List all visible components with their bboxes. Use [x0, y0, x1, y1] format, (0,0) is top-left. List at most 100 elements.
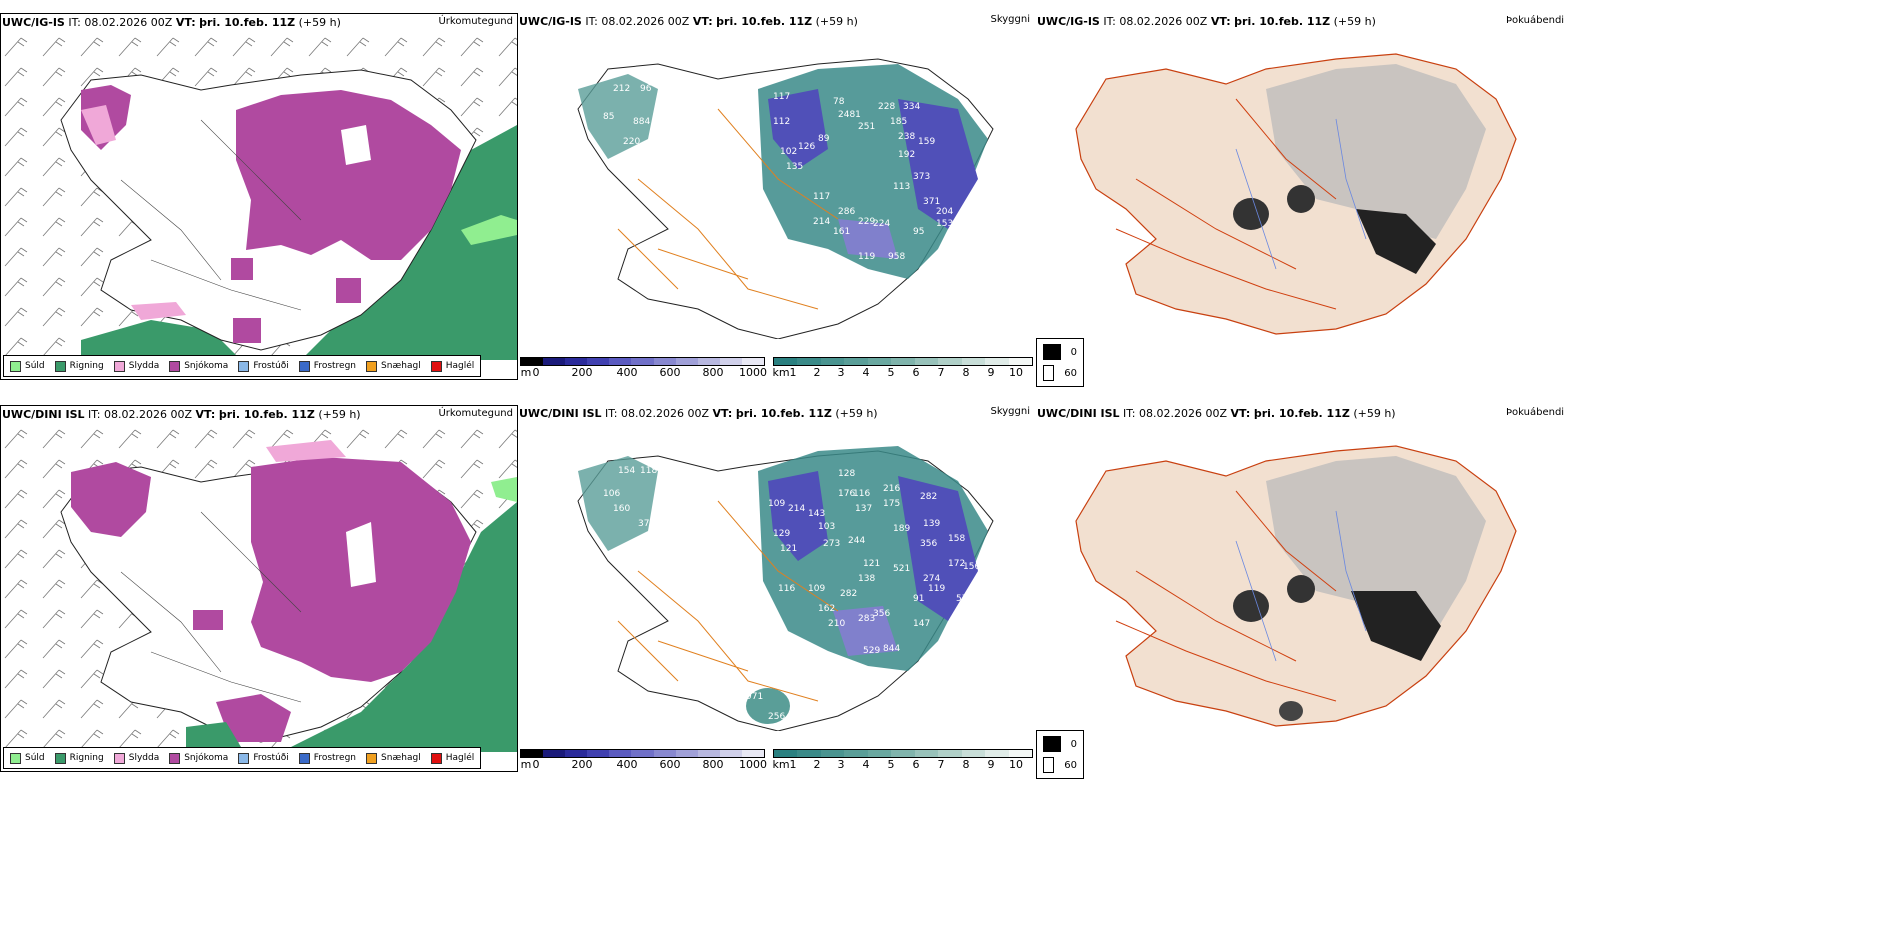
svg-text:373: 373 — [913, 172, 930, 182]
svg-text:65: 65 — [948, 619, 959, 629]
legend-item: Rigning — [54, 360, 104, 372]
svg-text:113: 113 — [893, 182, 910, 192]
svg-text:172: 172 — [948, 559, 965, 569]
fog-area — [1279, 701, 1303, 721]
svg-text:119: 119 — [858, 252, 875, 262]
svg-text:119: 119 — [928, 584, 945, 594]
legend-item: Frostúði — [238, 752, 289, 764]
high-terrain — [1266, 456, 1486, 631]
svg-text:228: 228 — [878, 102, 895, 112]
low-visibility-area — [578, 74, 658, 159]
svg-text:971: 971 — [746, 692, 763, 702]
precip-type-panel-bottom: UWC/DINI ISL IT: 08.02.2026 00Z VT: þri.… — [0, 405, 518, 772]
precip-legend: Súld Rigning Slydda Snjókoma Frostúði Fr… — [3, 747, 482, 769]
sleet-area — [81, 105, 116, 145]
scale-tick: 0 — [532, 366, 540, 379]
scale-tick: 1000 — [739, 758, 767, 771]
svg-text:106: 106 — [603, 489, 620, 499]
fog-area — [1351, 591, 1441, 661]
svg-text:251: 251 — [858, 122, 875, 132]
snow-area — [193, 610, 223, 630]
fog-label: Þokuábendi — [1506, 407, 1565, 418]
low-visibility-area — [578, 456, 658, 551]
svg-text:96: 96 — [640, 84, 652, 94]
svg-text:135: 135 — [786, 162, 803, 172]
legend-item: Súld — [10, 360, 45, 372]
visibility-scale: km 1 2 3 4 5 6 7 8 9 10 — [772, 357, 1033, 379]
snow-area — [233, 318, 261, 343]
svg-text:356: 356 — [873, 609, 890, 619]
visibility-scale: km 1 2 3 4 5 6 7 8 9 10 — [772, 749, 1033, 771]
svg-text:283: 283 — [858, 614, 875, 624]
scale-tick: 800 — [702, 758, 724, 771]
svg-text:138: 138 — [858, 574, 875, 584]
svg-text:958: 958 — [888, 252, 905, 262]
fog-legend-bottom: 0 60 — [1036, 730, 1084, 779]
panel-type-label: Úrkomutegund — [438, 408, 513, 419]
svg-text:220: 220 — [623, 137, 640, 147]
panel-title: UWC/DINI ISL IT: 08.02.2026 00Z VT: þri.… — [2, 408, 361, 421]
fog-map — [1075, 53, 1517, 335]
svg-text:70: 70 — [868, 676, 880, 686]
scale-tick: 1 — [789, 366, 797, 379]
scale-tick: 7 — [937, 366, 945, 379]
legend-item: Slydda — [113, 752, 159, 764]
scale-unit: km — [772, 366, 790, 379]
fog-legend-item: 0 — [1043, 736, 1077, 752]
fog-legend-item: 60 — [1043, 757, 1077, 773]
low-ceiling-area — [898, 99, 978, 229]
low-ceiling-area — [833, 606, 898, 656]
svg-text:117: 117 — [813, 192, 830, 202]
svg-text:116: 116 — [853, 489, 870, 499]
drizzle-area — [491, 477, 517, 502]
svg-text:117: 117 — [773, 92, 790, 102]
scale-tick: 10 — [1009, 366, 1023, 379]
scale-tick: 400 — [616, 366, 638, 379]
svg-text:143: 143 — [808, 509, 825, 519]
svg-text:175: 175 — [883, 499, 900, 509]
scale-tick: 9 — [987, 758, 995, 771]
svg-text:85: 85 — [603, 112, 614, 122]
svg-text:273: 273 — [823, 539, 840, 549]
panel-title: UWC/IG-IS IT: 08.02.2026 00Z VT: þri. 10… — [519, 15, 858, 28]
low-ceiling-area — [898, 476, 978, 621]
svg-text:274: 274 — [923, 574, 940, 584]
visibility-label: Skyggni — [990, 406, 1030, 417]
scale-tick: 7 — [937, 758, 945, 771]
svg-text:91: 91 — [913, 594, 924, 604]
scale-tick: 8 — [962, 366, 970, 379]
svg-text:105: 105 — [638, 162, 655, 172]
low-ceiling-area — [838, 219, 898, 259]
rivers — [1235, 510, 1367, 662]
scale-tick: 0 — [532, 758, 540, 771]
svg-text:106: 106 — [663, 494, 680, 504]
svg-text:158: 158 — [948, 534, 965, 544]
svg-text:161: 161 — [833, 227, 850, 237]
rivers — [1235, 118, 1367, 270]
svg-text:121: 121 — [863, 559, 880, 569]
ceiling-scale: m 0 200 400 600 800 1000 — [520, 357, 767, 379]
visibility-panel-bottom: UWC/DINI ISL IT: 08.02.2026 00Z VT: þri.… — [518, 405, 1036, 772]
legend-item: Snjókoma — [169, 752, 228, 764]
panel-title: UWC/DINI ISL IT: 08.02.2026 00Z VT: þri.… — [519, 407, 878, 420]
precip-type-map — [1, 30, 517, 360]
legend-item: Slydda — [113, 360, 159, 372]
svg-text:371: 371 — [923, 197, 940, 207]
svg-text:102: 102 — [780, 147, 797, 157]
svg-text:282: 282 — [840, 589, 857, 599]
svg-text:844: 844 — [883, 644, 900, 654]
svg-text:216: 216 — [883, 484, 900, 494]
svg-text:78: 78 — [833, 97, 845, 107]
svg-text:204: 204 — [936, 207, 953, 217]
roads — [617, 500, 839, 702]
svg-text:162: 162 — [818, 604, 835, 614]
fog-label: Þokuábendi — [1506, 15, 1565, 26]
fog-legend-item: 60 — [1043, 365, 1077, 381]
svg-text:95: 95 — [913, 227, 924, 237]
svg-text:185: 185 — [890, 117, 907, 127]
scale-tick: 8 — [962, 758, 970, 771]
visibility-panel-top: UWC/IG-IS IT: 08.02.2026 00Z VT: þri. 10… — [518, 13, 1036, 380]
